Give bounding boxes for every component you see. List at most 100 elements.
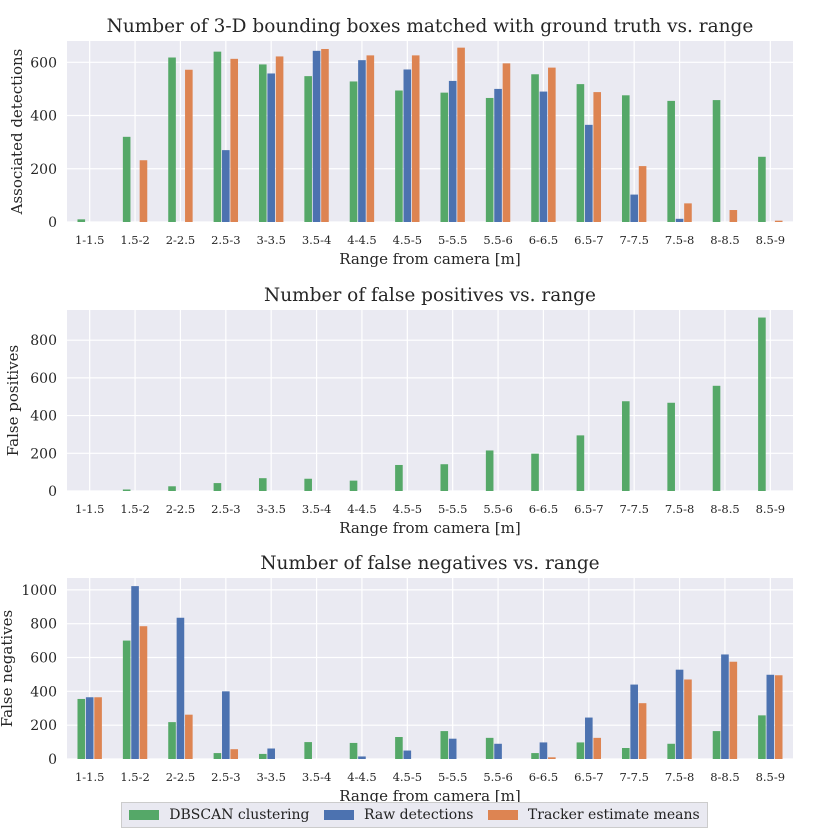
- chart3-bar-series1: [712, 731, 721, 759]
- chart3-plot-area: [67, 578, 793, 759]
- chart2-bar-series1: [712, 385, 721, 491]
- chart2-xtick-label: 2.5-3: [211, 502, 241, 516]
- chart3-bar-series1: [621, 748, 630, 759]
- chart2-xtick-label: 3-3.5: [256, 502, 286, 516]
- chart3-bar-series1: [349, 742, 358, 759]
- chart3-bar-series1: [213, 753, 222, 759]
- chart1-xtick-label: 2-2.5: [166, 233, 196, 247]
- chart3-ytick-label: 0: [48, 752, 57, 768]
- chart1-bar-series2: [448, 80, 457, 222]
- chart1-bar-series2: [630, 194, 638, 222]
- chart1-bar-series2: [539, 91, 548, 222]
- chart3-bar-series3: [774, 675, 783, 759]
- chart2-ytick-label: 600: [30, 371, 57, 387]
- chart2-bar-series1: [531, 453, 539, 491]
- chart2-xlabel: Range from camera [m]: [339, 519, 521, 537]
- chart3-bar-series1: [485, 737, 494, 759]
- chart1-bar-series1: [395, 90, 403, 223]
- chart2-bar-series1: [621, 401, 630, 491]
- chart1-bar-series2: [494, 88, 502, 222]
- chart1-bar-series3: [275, 56, 284, 223]
- chart3-xtick-label: 1-1.5: [75, 770, 105, 784]
- chart1-xtick-label: 4-4.5: [347, 233, 377, 247]
- chart3-bar-series2: [675, 669, 684, 759]
- chart3-bar-series2: [358, 756, 366, 759]
- chart2-bar-series1: [304, 478, 312, 491]
- chart1-bar-series1: [213, 51, 222, 222]
- chart3-bar-series3: [548, 757, 556, 759]
- chart2-ytick-label: 200: [30, 446, 57, 462]
- chart1-xtick-label: 8-8.5: [710, 233, 740, 247]
- chart3-title: Number of false negatives vs. range: [260, 553, 599, 574]
- chart3-ytick-label: 200: [30, 718, 57, 734]
- legend-swatch-tracker: [487, 810, 518, 820]
- chart2-ytick-label: 400: [30, 409, 57, 425]
- chart1-xtick-label: 3.5-4: [302, 233, 332, 247]
- chart2-bar-series1: [122, 489, 131, 491]
- chart1-bar-series3: [185, 69, 193, 222]
- chart1-xtick-label: 3-3.5: [256, 233, 286, 247]
- chart3-xlabel: Range from camera [m]: [339, 787, 521, 805]
- chart3-bar-series2: [448, 738, 457, 759]
- legend-swatch-raw: [324, 810, 355, 820]
- chart1-bar-series2: [312, 50, 321, 223]
- chart1-xtick-label: 1-1.5: [75, 233, 105, 247]
- chart3-xtick-label: 4-4.5: [347, 770, 377, 784]
- legend-label-tracker: Tracker estimate means: [527, 807, 700, 823]
- chart3-bar-series1: [168, 722, 176, 759]
- chart1-xtick-label: 4.5-5: [393, 233, 423, 247]
- chart3-bar-series1: [395, 737, 403, 759]
- chart1-bar-series2: [358, 60, 366, 223]
- chart1-xtick-label: 6.5-7: [574, 233, 604, 247]
- chart2-bar-series1: [440, 464, 449, 491]
- chart1-title: Number of 3-D bounding boxes matched wit…: [107, 16, 754, 37]
- chart2-bar-series1: [576, 435, 585, 491]
- chart1-ytick-label: 200: [30, 162, 57, 178]
- chart1-bar-series2: [267, 73, 275, 222]
- chart3-ytick-label: 400: [30, 684, 57, 700]
- chart1-ytick-label: 600: [30, 55, 57, 71]
- chart1-ytick-label: 400: [30, 109, 57, 125]
- chart3-bar-series2: [494, 743, 502, 759]
- chart3-ytick-label: 800: [30, 617, 57, 633]
- chart2-xtick-label: 5-5.5: [438, 502, 468, 516]
- chart1-bar-series1: [304, 76, 312, 223]
- chart3-bar-series1: [304, 742, 312, 759]
- chart1-xtick-label: 2.5-3: [211, 233, 241, 247]
- chart1-xtick-label: 5.5-6: [483, 233, 513, 247]
- legend-label-dbscan: DBSCAN clustering: [169, 807, 310, 823]
- chart3-bar-series3: [684, 679, 692, 759]
- chart3-bar-series1: [440, 731, 449, 759]
- chart3-xtick-label: 5.5-6: [483, 770, 513, 784]
- chart1-xtick-label: 1.5-2: [120, 233, 150, 247]
- legend-label-raw: Raw detections: [364, 807, 474, 823]
- chart2-xtick-label: 5.5-6: [483, 502, 513, 516]
- legend-item-tracker: Tracker estimate means: [487, 807, 700, 823]
- chart1-bar-series1: [758, 156, 766, 222]
- chart3-bar-series2: [721, 654, 729, 759]
- chart1-bar-series3: [774, 220, 783, 222]
- chart3-bar-series2: [267, 748, 275, 759]
- chart2-xtick-label: 2-2.5: [166, 502, 196, 516]
- chart2-xtick-label: 8.5-9: [756, 502, 786, 516]
- chart1-bar-series3: [502, 63, 511, 222]
- chart1-xtick-label: 7.5-8: [665, 233, 695, 247]
- chart1-bar-series3: [411, 55, 420, 222]
- chart3-xtick-label: 2-2.5: [166, 770, 196, 784]
- chart3-bar-series1: [576, 742, 585, 759]
- chart1-bar-series3: [366, 55, 375, 222]
- chart3-bar-series1: [531, 753, 539, 759]
- chart2-ytick-label: 800: [30, 333, 57, 349]
- chart3-xtick-label: 3.5-4: [302, 770, 332, 784]
- chart3-bar-series1: [667, 743, 675, 759]
- chart2-xtick-label: 4.5-5: [393, 502, 423, 516]
- chart2-xtick-label: 7-7.5: [619, 502, 649, 516]
- chart1-bar-series1: [621, 95, 630, 222]
- chart1-ylabel: Associated detections: [8, 49, 26, 216]
- chart3-bar-series2: [585, 717, 593, 759]
- chart3-xtick-label: 8-8.5: [710, 770, 740, 784]
- chart1-bar-series1: [440, 92, 449, 222]
- chart3-bar-series2: [222, 691, 230, 759]
- chart3-bar-series1: [758, 715, 766, 759]
- chart2-bar-series1: [349, 480, 358, 491]
